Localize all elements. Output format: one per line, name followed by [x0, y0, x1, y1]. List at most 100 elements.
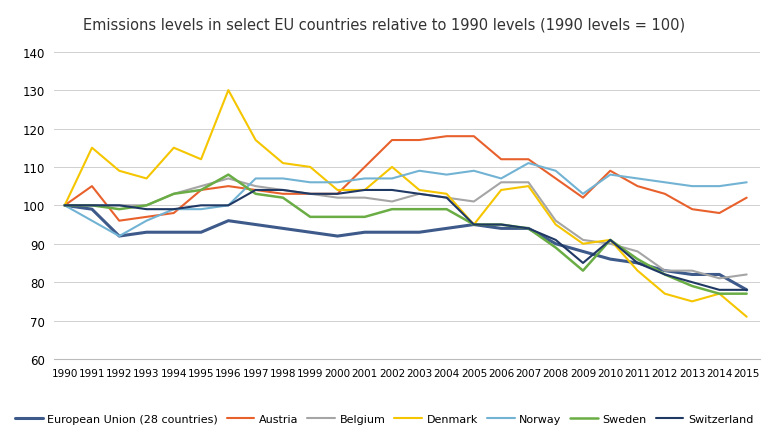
Norway — [278, 177, 287, 182]
Denmark — [551, 223, 561, 228]
Belgium — [251, 184, 260, 189]
Switzerland — [387, 188, 396, 193]
Line: Norway: Norway — [65, 164, 746, 237]
Sweden — [551, 245, 561, 251]
Sweden — [306, 215, 315, 220]
Sweden — [197, 188, 206, 193]
Sweden — [251, 192, 260, 197]
Austria — [142, 215, 151, 220]
Denmark — [578, 242, 588, 247]
Austria — [497, 157, 506, 162]
Line: Sweden: Sweden — [65, 175, 746, 294]
Norway — [742, 180, 751, 186]
Norway — [660, 180, 670, 186]
Sweden — [223, 173, 233, 178]
European Union (28 countries) — [415, 230, 424, 235]
Norway — [687, 184, 697, 189]
Sweden — [387, 207, 396, 212]
Switzerland — [278, 188, 287, 193]
Austria — [524, 157, 533, 162]
Switzerland — [360, 188, 369, 193]
Sweden — [633, 257, 642, 262]
Belgium — [469, 199, 478, 205]
European Union (28 countries) — [469, 223, 478, 228]
Belgium — [60, 203, 69, 208]
Belgium — [633, 249, 642, 254]
Belgium — [687, 268, 697, 274]
European Union (28 countries) — [497, 226, 506, 232]
Austria — [660, 192, 670, 197]
Denmark — [524, 184, 533, 189]
Belgium — [169, 192, 178, 197]
Line: Denmark: Denmark — [65, 91, 746, 317]
Norway — [88, 219, 97, 224]
Belgium — [88, 203, 97, 208]
Switzerland — [578, 261, 588, 266]
European Union (28 countries) — [742, 288, 751, 293]
European Union (28 countries) — [197, 230, 206, 235]
Denmark — [223, 88, 233, 94]
Line: European Union (28 countries): European Union (28 countries) — [65, 206, 746, 290]
Switzerland — [742, 288, 751, 293]
European Union (28 countries) — [633, 261, 642, 266]
Switzerland — [415, 192, 424, 197]
Switzerland — [715, 288, 724, 293]
Switzerland — [442, 195, 452, 201]
Belgium — [524, 180, 533, 186]
Belgium — [606, 242, 615, 247]
Denmark — [169, 146, 178, 151]
Austria — [333, 192, 342, 197]
Belgium — [333, 195, 342, 201]
Sweden — [687, 284, 697, 289]
Switzerland — [60, 203, 69, 208]
Sweden — [469, 223, 478, 228]
European Union (28 countries) — [251, 223, 260, 228]
Denmark — [415, 188, 424, 193]
Austria — [197, 188, 206, 193]
Norway — [306, 180, 315, 186]
Belgium — [306, 192, 315, 197]
Sweden — [360, 215, 369, 220]
Belgium — [660, 268, 670, 274]
Belgium — [715, 276, 724, 281]
Switzerland — [114, 203, 124, 208]
Switzerland — [633, 261, 642, 266]
Sweden — [578, 268, 588, 274]
Switzerland — [142, 207, 151, 212]
Switzerland — [687, 280, 697, 285]
Belgium — [578, 238, 588, 243]
Denmark — [606, 238, 615, 243]
Denmark — [687, 299, 697, 304]
Line: Austria: Austria — [65, 137, 746, 221]
Austria — [387, 138, 396, 143]
Switzerland — [660, 272, 670, 278]
Denmark — [469, 223, 478, 228]
Norway — [578, 192, 588, 197]
Belgium — [197, 184, 206, 189]
European Union (28 countries) — [360, 230, 369, 235]
Norway — [60, 203, 69, 208]
European Union (28 countries) — [715, 272, 724, 278]
European Union (28 countries) — [606, 257, 615, 262]
Norway — [142, 219, 151, 224]
Austria — [169, 211, 178, 216]
European Union (28 countries) — [387, 230, 396, 235]
Denmark — [251, 138, 260, 143]
Austria — [469, 134, 478, 139]
Sweden — [606, 238, 615, 243]
European Union (28 countries) — [88, 207, 97, 212]
Norway — [497, 177, 506, 182]
Norway — [360, 177, 369, 182]
Belgium — [142, 203, 151, 208]
Austria — [715, 211, 724, 216]
Belgium — [114, 203, 124, 208]
Norway — [251, 177, 260, 182]
Switzerland — [524, 226, 533, 232]
Austria — [687, 207, 697, 212]
Norway — [469, 169, 478, 174]
Austria — [114, 219, 124, 224]
Sweden — [88, 203, 97, 208]
Norway — [333, 180, 342, 186]
Switzerland — [306, 192, 315, 197]
Switzerland — [606, 238, 615, 243]
